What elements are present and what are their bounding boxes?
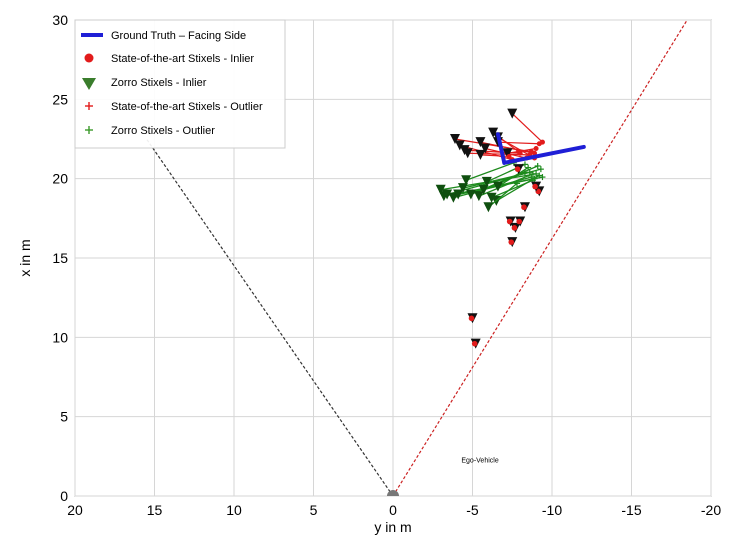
zorro-outlier-marker — [536, 172, 543, 179]
zorro-stixel-line — [496, 174, 540, 202]
zorro-outlier-marker — [534, 162, 541, 169]
sota-inlier-point — [532, 183, 538, 190]
zorro-stixel-line — [487, 182, 518, 208]
y-tick-label: 20 — [52, 171, 68, 187]
sota-inlier-point — [516, 218, 522, 225]
sota-inlier-point — [506, 153, 512, 159]
fov-line — [392, 20, 688, 496]
zorro-stixel-marker — [465, 189, 476, 200]
y-tick-label: 30 — [52, 12, 68, 28]
legend-label-sota-inlier: State-of-the-art Stixels - Inlier — [111, 53, 254, 65]
zorro-outlier-marker — [539, 174, 546, 181]
legend-swatch-zorro-outlier — [85, 126, 93, 134]
sota-stixel-line — [511, 113, 543, 143]
sota-stixel-marker — [462, 148, 473, 159]
ground-truth-line — [495, 132, 507, 165]
sota-inlier-point — [533, 146, 539, 152]
zorro-stixel-marker — [457, 183, 468, 194]
zorro-stixel-marker — [473, 191, 484, 202]
fov-line — [146, 138, 394, 496]
zorro-stixel-marker — [453, 189, 464, 200]
sota-stixel-marker — [450, 134, 461, 144]
legend-label-ground-truth: Ground Truth – Facing Side — [111, 30, 246, 42]
x-tick-label: 10 — [226, 502, 242, 518]
y-tick-label: 10 — [52, 329, 68, 345]
ego-vehicle — [387, 490, 399, 496]
sota-inlier-point — [508, 239, 515, 245]
zorro-stixel-line — [478, 173, 534, 197]
sota-inlier-point — [471, 340, 478, 347]
legend-swatch-sota-outlier — [85, 102, 93, 110]
ego-vehicle-marker — [387, 490, 399, 496]
zorro-stixel-line — [497, 167, 529, 188]
y-tick-label: 15 — [52, 250, 68, 266]
legend-label-zorro-inlier: Zorro Stixels - Inlier — [111, 77, 207, 89]
fov-lines — [146, 20, 688, 496]
y-tick-label: 5 — [60, 409, 68, 425]
zorro-outlier-marker — [525, 164, 532, 171]
y-tick-label: 0 — [60, 488, 68, 504]
y-axis-label: x in m — [17, 239, 33, 276]
sota-inlier-point — [521, 204, 527, 211]
legend-swatch-zorro-inlier — [82, 78, 96, 90]
x-tick-label: 0 — [389, 502, 397, 518]
sota-inlier-point — [511, 225, 518, 231]
legend: Ground Truth – Facing Side State-of-the-… — [74, 19, 286, 149]
zorro-outlier-marker — [537, 166, 544, 173]
legend-label-zorro-outlier: Zorro Stixels - Outlier — [111, 125, 215, 137]
sota-stixel-line — [497, 141, 540, 145]
y-ticks: 0 5 10 15 20 25 30 — [52, 12, 68, 504]
sota-stixel-line — [507, 147, 537, 154]
zorro-stixel-line — [483, 171, 526, 191]
x-ticks: 20 15 10 5 0 -5 -10 -15 -20 — [67, 502, 721, 518]
ground-truth-line — [502, 144, 586, 165]
zorro-stixel-marker — [448, 192, 459, 203]
y-tick-label: 25 — [52, 91, 68, 107]
zorro-stixel-marker — [478, 184, 489, 195]
plot-content — [146, 20, 688, 496]
zorro-outlier-marker — [514, 180, 521, 187]
sota-stixel-marker — [502, 148, 513, 159]
sota-inlier-point — [468, 315, 475, 322]
sota-stixel-marker — [480, 143, 491, 154]
x-tick-label: -15 — [621, 502, 641, 518]
zorro-stixel-marker — [492, 181, 503, 192]
x-tick-label: 5 — [310, 502, 318, 518]
zorro-stixel-marker — [435, 184, 446, 195]
sota-stixel-line — [497, 136, 535, 159]
sota-inlier-point — [514, 166, 521, 172]
sota-stixel-marker — [475, 137, 486, 148]
annotation-ego-vehicle: Ego-Vehicle — [461, 458, 498, 465]
x-tick-label: -20 — [701, 502, 721, 518]
sota-inlier-point — [536, 141, 542, 147]
legend-swatch-sota-inlier — [84, 53, 94, 63]
zorro-outlier-marker — [529, 170, 536, 177]
zorro-stixel-line — [465, 162, 515, 181]
zorro-stixel-marker — [483, 202, 494, 213]
x-axis-label: y in m — [374, 519, 411, 535]
zorro-stixel-marker — [486, 192, 497, 203]
x-tick-label: 20 — [67, 502, 83, 518]
sota-stixel-marker — [475, 149, 486, 160]
sota-stixel-marker — [507, 108, 518, 119]
zorro-stixel-marker — [461, 175, 472, 186]
legend-label-sota-outlier: State-of-the-art Stixels - Outlier — [111, 101, 263, 113]
x-tick-label: -5 — [466, 502, 479, 518]
zorro-stixel-marker — [442, 189, 453, 200]
legend-box — [74, 19, 286, 149]
ground-truth — [495, 132, 586, 165]
x-tick-label: 15 — [147, 502, 163, 518]
x-tick-label: -10 — [542, 502, 562, 518]
zorro-stixel-marker — [481, 176, 492, 187]
